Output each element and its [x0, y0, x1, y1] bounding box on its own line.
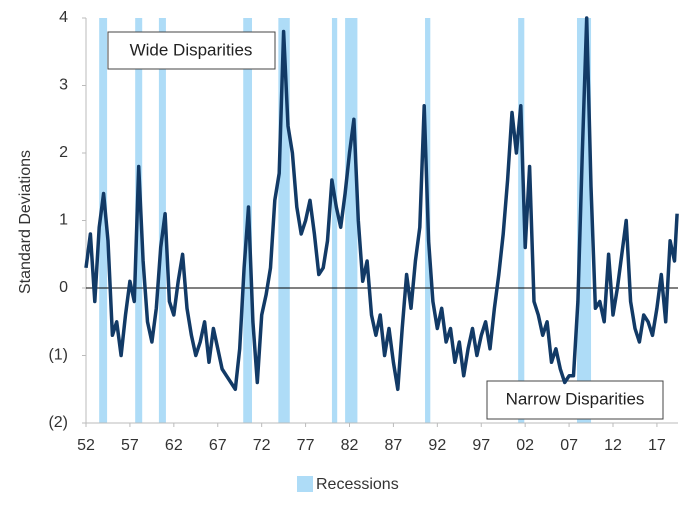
annotation: Wide Disparities — [130, 40, 253, 59]
x-tick-label: 72 — [253, 437, 271, 454]
y-tick-label: (2) — [48, 414, 68, 431]
annotation-box — [486, 380, 664, 420]
x-tick-label: 87 — [385, 437, 403, 454]
y-tick-label: 3 — [59, 77, 68, 94]
annotation: Narrow Disparities — [506, 389, 645, 408]
recession-band — [278, 18, 290, 423]
recession-band — [135, 18, 143, 423]
x-tick-label: 17 — [648, 437, 666, 454]
x-tick-label: 52 — [77, 437, 95, 454]
recession-band — [158, 18, 166, 423]
x-tick-label: 57 — [121, 437, 139, 454]
y-tick-label: 0 — [59, 279, 68, 296]
y-axis-label: Standard Deviations — [17, 150, 34, 294]
x-tick-label: 92 — [428, 437, 446, 454]
x-tick-label: 67 — [209, 437, 227, 454]
x-tick-label: 77 — [297, 437, 315, 454]
y-tick-label: 1 — [59, 212, 68, 229]
series-line — [84, 16, 679, 392]
x-tick-label: 12 — [604, 437, 622, 454]
x-tick-label: 07 — [560, 437, 578, 454]
x-tick-label: 62 — [165, 437, 183, 454]
recession-band — [345, 18, 358, 423]
annotation-box — [107, 31, 276, 70]
recession-band — [518, 18, 525, 423]
y-tick-label: (1) — [48, 347, 68, 364]
x-tick-label: 82 — [341, 437, 359, 454]
y-tick-label: 4 — [59, 9, 68, 26]
legend-label: Recessions — [316, 476, 399, 493]
recession-band — [331, 18, 338, 423]
legend-swatch — [297, 476, 313, 492]
x-tick-label: 97 — [472, 437, 490, 454]
recession-band — [99, 18, 108, 423]
y-tick-label: 2 — [59, 144, 68, 161]
x-tick-label: 02 — [516, 437, 534, 454]
